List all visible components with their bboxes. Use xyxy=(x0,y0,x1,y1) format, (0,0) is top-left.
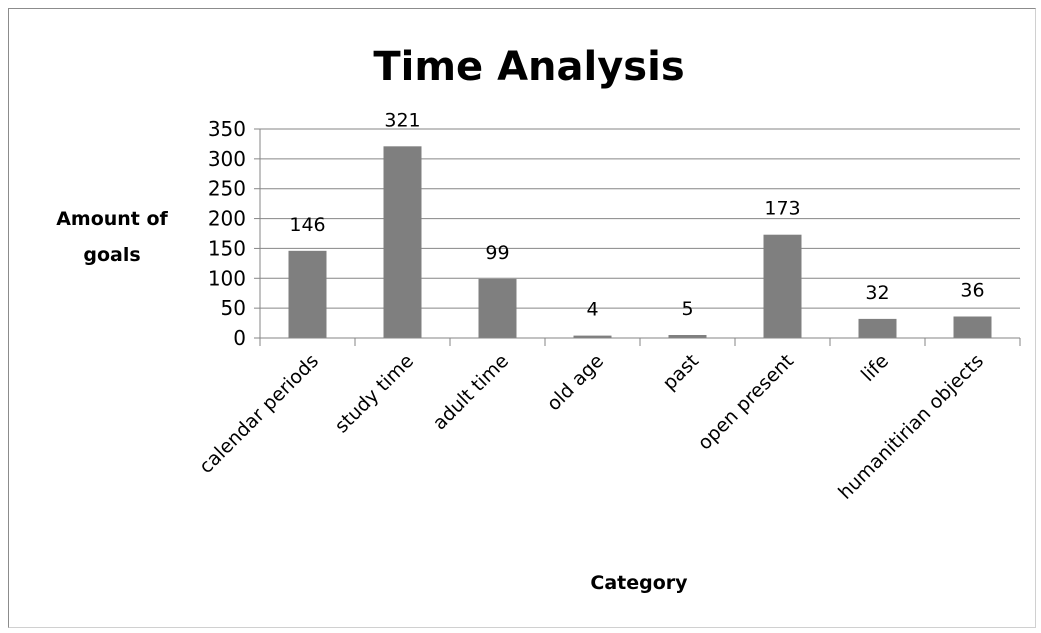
y-tick-label-200: 200 xyxy=(208,207,246,231)
bar-4 xyxy=(668,335,707,338)
data-label-2: 99 xyxy=(485,242,509,264)
category-label-3: old age xyxy=(543,350,608,415)
category-label-0: calendar periods xyxy=(195,350,323,478)
y-tick-label-50: 50 xyxy=(221,296,246,320)
x-axis-title: Category xyxy=(590,572,688,594)
data-label-0: 146 xyxy=(289,214,325,236)
bar-7 xyxy=(953,316,992,338)
y-axis-title-line-1: Amount of xyxy=(56,208,168,230)
category-label-4: past xyxy=(658,350,703,395)
bars xyxy=(288,146,992,338)
data-label-7: 36 xyxy=(960,280,984,302)
y-tick-label-350: 350 xyxy=(208,117,246,141)
y-tick-label-0: 0 xyxy=(233,326,246,350)
data-label-1: 321 xyxy=(384,109,420,131)
bar-2 xyxy=(478,278,517,338)
data-label-6: 32 xyxy=(865,282,889,304)
data-label-4: 5 xyxy=(681,298,693,320)
data-label-5: 173 xyxy=(764,198,800,220)
gridlines xyxy=(260,128,1020,309)
y-tick-label-150: 150 xyxy=(208,236,246,260)
bar-3 xyxy=(573,335,612,338)
bar-1 xyxy=(383,146,422,338)
y-tick-label-100: 100 xyxy=(208,266,246,290)
axes xyxy=(254,128,1021,346)
bar-6 xyxy=(858,318,897,338)
y-tick-label-250: 250 xyxy=(208,177,246,201)
bar-0 xyxy=(288,250,327,338)
chart-frame xyxy=(8,8,1036,628)
category-label-6: life xyxy=(857,350,893,386)
chart-title: Time Analysis xyxy=(373,44,684,90)
y-tick-label-300: 300 xyxy=(208,147,246,171)
bar-5 xyxy=(763,234,802,338)
category-label-2: adult time xyxy=(429,350,513,434)
category-label-1: study time xyxy=(331,350,418,437)
category-label-7: humanitirian objects xyxy=(834,350,988,504)
data-label-3: 4 xyxy=(586,299,598,321)
y-axis-title-line-2: goals xyxy=(83,244,140,266)
category-label-5: open present xyxy=(694,350,798,454)
